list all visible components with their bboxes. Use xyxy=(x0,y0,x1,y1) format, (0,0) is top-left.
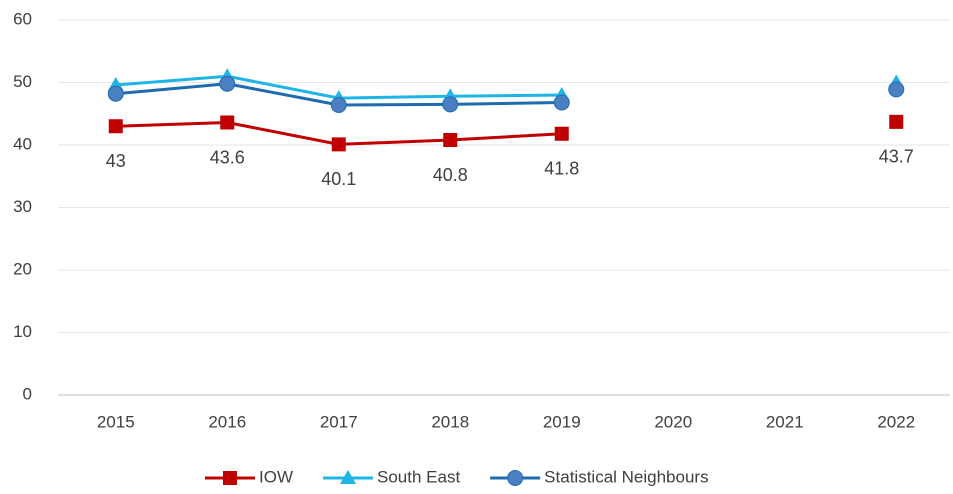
y-tick-label: 60 xyxy=(13,9,32,28)
data-point xyxy=(443,133,458,147)
legend-marker xyxy=(507,470,524,486)
x-tick-label: 2019 xyxy=(543,412,581,431)
x-tick-label: 2017 xyxy=(320,412,358,431)
x-tick-label: 2021 xyxy=(766,412,804,431)
legend-marker xyxy=(223,471,237,485)
x-tick-label: 2015 xyxy=(97,412,135,431)
data-point xyxy=(553,94,570,111)
data-label: 40.1 xyxy=(321,169,356,189)
legend-label: IOW xyxy=(259,467,293,486)
data-point xyxy=(107,85,124,102)
data-point xyxy=(219,75,236,92)
data-point xyxy=(554,126,569,141)
y-tick-label: 20 xyxy=(13,259,32,278)
data-point xyxy=(889,114,904,129)
data-label: 43 xyxy=(106,151,126,171)
legend-marker xyxy=(340,470,356,484)
data-point xyxy=(442,96,459,113)
y-tick-label: 10 xyxy=(13,322,32,341)
data-point xyxy=(108,119,123,134)
data-label: 40.8 xyxy=(433,165,468,185)
data-label: 43.6 xyxy=(210,147,245,167)
data-point xyxy=(888,81,905,98)
y-tick-label: 30 xyxy=(13,197,32,216)
data-point xyxy=(331,137,346,152)
y-tick-label: 0 xyxy=(23,384,32,403)
data-point xyxy=(220,115,235,130)
legend-label: Statistical Neighbours xyxy=(544,467,708,486)
x-tick-label: 2016 xyxy=(208,412,246,431)
x-tick-label: 2020 xyxy=(654,412,692,431)
y-tick-label: 40 xyxy=(13,134,32,153)
x-tick-label: 2022 xyxy=(877,412,915,431)
data-label: 41.8 xyxy=(544,159,579,179)
legend-label: South East xyxy=(377,467,460,486)
x-tick-label: 2018 xyxy=(431,412,469,431)
data-point xyxy=(330,97,347,113)
data-label: 43.7 xyxy=(879,147,914,167)
y-tick-label: 50 xyxy=(13,72,32,91)
